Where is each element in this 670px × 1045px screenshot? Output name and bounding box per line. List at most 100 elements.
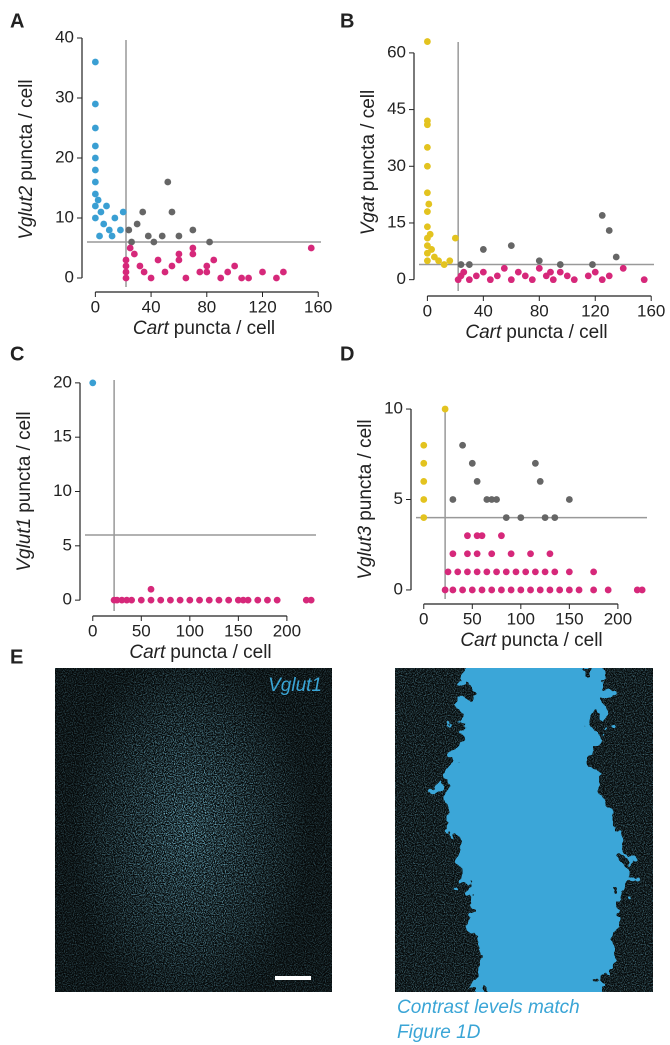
x-axis-label: Cart puncta / cell [465,322,607,343]
y-tick-label: 30 [387,156,406,175]
point [465,261,473,268]
point [549,276,557,284]
point [254,596,262,604]
x-tick-label: 50 [463,609,482,628]
y-tick-label: 20 [53,372,72,391]
point [483,568,491,576]
y-axis-unit: puncta / cell [358,90,379,191]
point [423,208,431,216]
point [91,166,99,174]
y-axis-label: Vglut2 puncta / cell [16,79,37,239]
point [556,261,564,268]
y-tick-label: 0 [65,267,74,286]
point [118,596,126,604]
y-axis-gene: Vglut3 [355,525,376,579]
point [264,596,271,604]
point [259,268,266,276]
point [97,208,105,216]
point [189,250,197,258]
point [420,459,428,467]
y-tick-label: 10 [53,481,72,500]
point [546,550,554,558]
caption: Contrast levels match [397,997,580,1018]
point [502,514,510,521]
point [473,568,481,576]
x-tick-label: 200 [273,621,301,640]
y-tick-label: 10 [384,399,403,418]
point [479,246,487,253]
y-axis-gene: Vglut2 [16,185,37,239]
image-right [395,668,653,992]
point [103,202,110,210]
x-axis-unit: puncta / cell [174,318,275,339]
point [449,586,457,594]
x-tick-label: 0 [91,297,100,316]
point [137,596,145,604]
point [302,596,310,604]
x-axis-label: Cart puncta / cell [133,318,275,339]
point [91,58,99,66]
point [449,550,457,558]
point [234,596,242,604]
y-tick-label: 0 [63,590,72,609]
x-tick-label: 150 [555,609,583,628]
point [589,261,596,268]
panel-label: D [340,343,354,365]
x-tick-label: 40 [142,297,161,316]
point [100,220,108,228]
y-tick-label: 0 [397,269,406,288]
point [565,586,573,594]
point [105,226,113,234]
point [423,162,431,170]
point [598,276,606,284]
point [206,238,213,246]
point [590,586,598,594]
point [125,226,133,234]
point [457,261,465,268]
image-label: Vglut1 [268,675,322,696]
point [164,178,172,186]
point [441,586,449,594]
point [122,274,130,282]
point [514,268,522,276]
point [565,568,573,576]
point [189,244,197,252]
point [91,154,99,162]
point [507,550,515,558]
point [126,244,134,252]
point [157,596,165,604]
y-axis-label: Vglut1 puncta / cell [14,411,35,571]
point [150,238,158,246]
point [108,232,116,240]
point [147,274,155,282]
point [307,596,315,604]
point [591,268,599,276]
point [464,550,471,558]
point [238,274,246,282]
point [517,586,525,594]
x-tick-label: 160 [637,301,665,320]
point [493,272,501,280]
point [161,268,169,276]
point [279,268,287,276]
point [598,212,606,219]
point [122,268,130,276]
point [527,550,534,558]
point [176,596,184,604]
point [175,250,183,258]
point [168,208,176,216]
y-axis-unit: puncta / cell [355,419,376,520]
point [488,550,496,558]
point [91,142,99,150]
point [203,268,211,276]
y-tick-label: 5 [63,535,72,554]
point [468,586,476,594]
point [225,596,233,604]
point [565,496,573,503]
point [473,532,481,540]
y-tick-label: 15 [387,212,406,231]
point [91,178,99,186]
